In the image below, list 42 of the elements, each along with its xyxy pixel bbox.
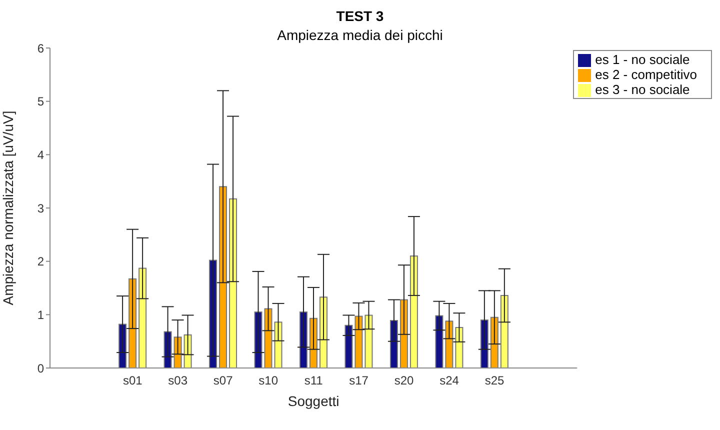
bar — [445, 320, 454, 368]
bar — [455, 326, 464, 368]
bar — [229, 198, 238, 368]
bar — [410, 256, 418, 368]
bar — [319, 296, 328, 368]
y-tick-label: 0 — [37, 361, 44, 376]
y-tick-label: 2 — [37, 254, 44, 269]
x-tick-label: s11 — [304, 374, 324, 388]
bar — [364, 314, 373, 368]
bar — [390, 320, 398, 368]
y-axis-title: Ampiezza normalizzata [uV/uV] — [0, 110, 16, 306]
bar — [500, 294, 508, 368]
x-tick-label: s17 — [349, 374, 369, 388]
bar — [354, 316, 363, 368]
chart-title: TEST 3 — [335, 8, 385, 24]
bar — [219, 186, 228, 368]
y-tick-label: 4 — [37, 148, 44, 162]
x-tick-label: s01 — [122, 374, 143, 388]
chart-subtitle: Ampiezza media dei picchi — [276, 27, 444, 43]
y-tick-label: 1 — [37, 308, 44, 322]
bar — [138, 268, 147, 368]
bar — [435, 315, 444, 368]
x-tick-label: s03 — [168, 374, 188, 388]
legend-label: es 2 - competitivo — [595, 67, 697, 82]
x-tick-label: s20 — [394, 374, 414, 388]
legend-label: es 1 - no sociale — [595, 52, 690, 67]
bar — [274, 322, 282, 368]
x-axis-title: Soggetti — [288, 393, 340, 409]
y-tick-label: 3 — [37, 201, 44, 216]
x-tick-label: s24 — [440, 374, 460, 388]
legend-label: es 3 - no sociale — [595, 82, 690, 98]
bar — [400, 299, 408, 368]
bar — [299, 312, 308, 368]
bar — [344, 324, 353, 368]
bar — [264, 308, 272, 368]
y-tick-label: 6 — [37, 41, 44, 56]
x-tick-label: s07 — [213, 374, 234, 388]
x-tick-label: s10 — [258, 374, 278, 388]
y-tick-label: 5 — [37, 94, 44, 109]
bar — [128, 278, 137, 368]
x-tick-label: s25 — [484, 374, 504, 388]
bar — [490, 316, 498, 368]
